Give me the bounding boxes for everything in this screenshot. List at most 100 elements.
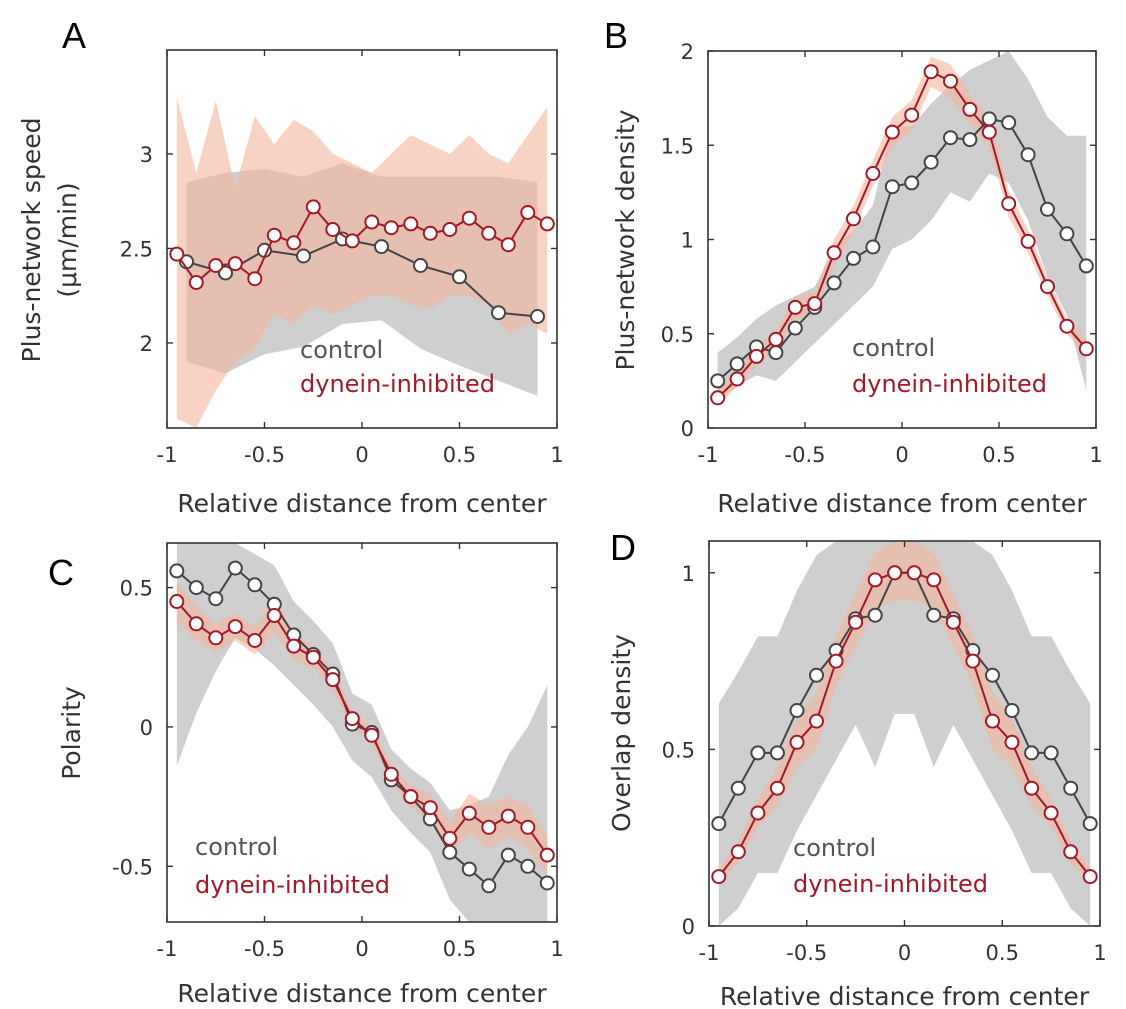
panel-d-xtick-label: 0.5 <box>986 941 1019 965</box>
panel-c-xtick-label: 1 <box>550 937 563 961</box>
panel-a-point-dynein <box>422 225 438 241</box>
panel-a-legend-dynein: dynein-inhibited <box>300 370 495 398</box>
panel-d-band-control <box>718 541 1091 926</box>
panel-a-point-dynein <box>227 256 243 272</box>
panel-c-ytick-label: 0 <box>140 716 153 740</box>
panel-b-band-dynein <box>717 56 1087 406</box>
panel-a-point-dynein <box>539 216 555 232</box>
panel-c-xtick-label: 0 <box>355 937 368 961</box>
panel-d-point-control <box>730 780 746 796</box>
panel-a-point-dynein <box>344 233 360 249</box>
panel-c-plot-area <box>169 543 555 922</box>
panel-d-point-dynein <box>1082 869 1098 885</box>
panel-a-ytick-label: 3 <box>140 143 153 167</box>
panel-a-point-dynein <box>520 205 536 220</box>
panel-c-point-dynein <box>266 608 282 623</box>
panel-d-point-control <box>1082 816 1098 832</box>
panel-c-point-dynein <box>227 619 243 635</box>
panel-d-point-dynein <box>985 713 1000 729</box>
panel-d-point-dynein <box>789 734 805 750</box>
panel-b-ylabel: Plus-network density <box>611 109 640 370</box>
panel-c-ytick-label: 0.5 <box>120 577 153 601</box>
panel-b-point-control <box>884 179 900 195</box>
panel-b-point-control <box>923 154 939 170</box>
panel-d-point-control <box>985 667 1000 683</box>
panel-b-ytick-label: 0 <box>681 417 694 441</box>
panel-a-ylabel-unit: (μm/min) <box>53 182 82 297</box>
panel-c-point-dynein <box>481 819 497 835</box>
panel-b-xtick-label: 1 <box>1089 443 1102 467</box>
panel-c-point-control <box>461 861 477 877</box>
panel-a-point-dynein <box>208 258 224 273</box>
panel-d-point-dynein <box>848 614 864 630</box>
panel-d-legend-control: control <box>793 834 876 862</box>
panel-c-point-control <box>169 563 185 579</box>
panel-a-point-control <box>530 309 545 324</box>
panel-a-point-dynein <box>461 210 477 226</box>
panel-d-ytick-label: 1 <box>682 562 695 586</box>
panel-d-point-control <box>1063 780 1079 796</box>
panel-a-point-control <box>218 265 233 281</box>
panel-b-point-control <box>981 111 997 127</box>
panel-b-point-dynein <box>1040 279 1055 295</box>
panel-d-point-dynein <box>1043 805 1059 821</box>
panel-b-ytick-label: 2 <box>681 40 694 64</box>
panel-a-point-control <box>452 269 467 285</box>
panel-c-point-dynein <box>208 630 224 646</box>
panel-c-point-control <box>188 580 204 596</box>
panel-c-point-control <box>247 577 263 593</box>
panel-b-point-control <box>710 373 726 389</box>
panel-d-point-dynein <box>769 780 785 796</box>
panel-a-xtick-label: 1 <box>550 443 563 467</box>
panel-c-point-control <box>481 878 497 894</box>
panel-a-point-dynein <box>364 214 380 230</box>
panel-c-point-control <box>539 875 555 891</box>
panel-d-point-dynein <box>867 572 883 588</box>
panel-a-line-control <box>186 237 538 318</box>
panel-d-ytick-label: 0.5 <box>662 738 695 762</box>
panel-b-ytick-label: 0.5 <box>661 323 694 347</box>
panel-c-legend-control: control <box>195 833 278 861</box>
panel-d-point-control <box>711 816 727 832</box>
panel-b-point-dynein <box>1001 196 1017 212</box>
panel-b-point-dynein <box>981 124 997 140</box>
panel-b-point-dynein <box>904 107 920 123</box>
panel-c-point-dynein <box>286 638 302 654</box>
panel-c-point-dynein <box>500 808 516 824</box>
panel-d-ytick-label: 0 <box>682 915 695 939</box>
panel-b-point-dynein <box>884 124 900 140</box>
panel-b-point-control <box>865 239 881 255</box>
panel-b-point-dynein <box>846 211 861 227</box>
panel-d-point-control <box>1043 745 1059 761</box>
panel-b-point-dynein <box>807 296 823 312</box>
panel-d-legend-dynein: dynein-inhibited <box>793 870 988 898</box>
panel-c-point-dynein <box>383 766 399 782</box>
panel-a-plot-area <box>169 97 555 428</box>
panel-b-point-dynein <box>826 245 842 261</box>
panel-d-point-control <box>1004 703 1020 718</box>
panel-d-plot-area <box>711 541 1098 926</box>
panel-a-point-dynein <box>247 271 263 287</box>
panel-c-point-dynein <box>188 616 204 632</box>
panel-c-xtick-label: -1 <box>157 937 178 961</box>
panel-a-point-dynein <box>169 246 185 262</box>
panel-c-legend-dynein: dynein-inhibited <box>195 871 390 899</box>
panel-b-point-control <box>1001 115 1017 131</box>
panel-a-point-control <box>491 305 506 321</box>
panel-a-xtick-label: 0 <box>355 443 368 467</box>
panel-c-point-dynein <box>325 672 341 688</box>
panel-a-point-dynein <box>188 275 204 290</box>
panel-d-point-dynein <box>1004 734 1020 750</box>
panel-c-point-control <box>520 858 536 874</box>
panel-d-point-dynein <box>906 565 922 581</box>
panel-b-point-control <box>846 250 861 266</box>
panel-b-xtick-label: -0.5 <box>785 443 826 467</box>
panel-b-xlabel: Relative distance from center <box>717 489 1087 518</box>
panel-b-point-control <box>826 275 842 291</box>
panel-b-ytick-label: 1 <box>681 229 694 253</box>
panel-a-xlabel: Relative distance from center <box>177 489 547 518</box>
panel-c-point-dynein <box>364 727 380 743</box>
panel-a-point-dynein <box>442 222 458 237</box>
